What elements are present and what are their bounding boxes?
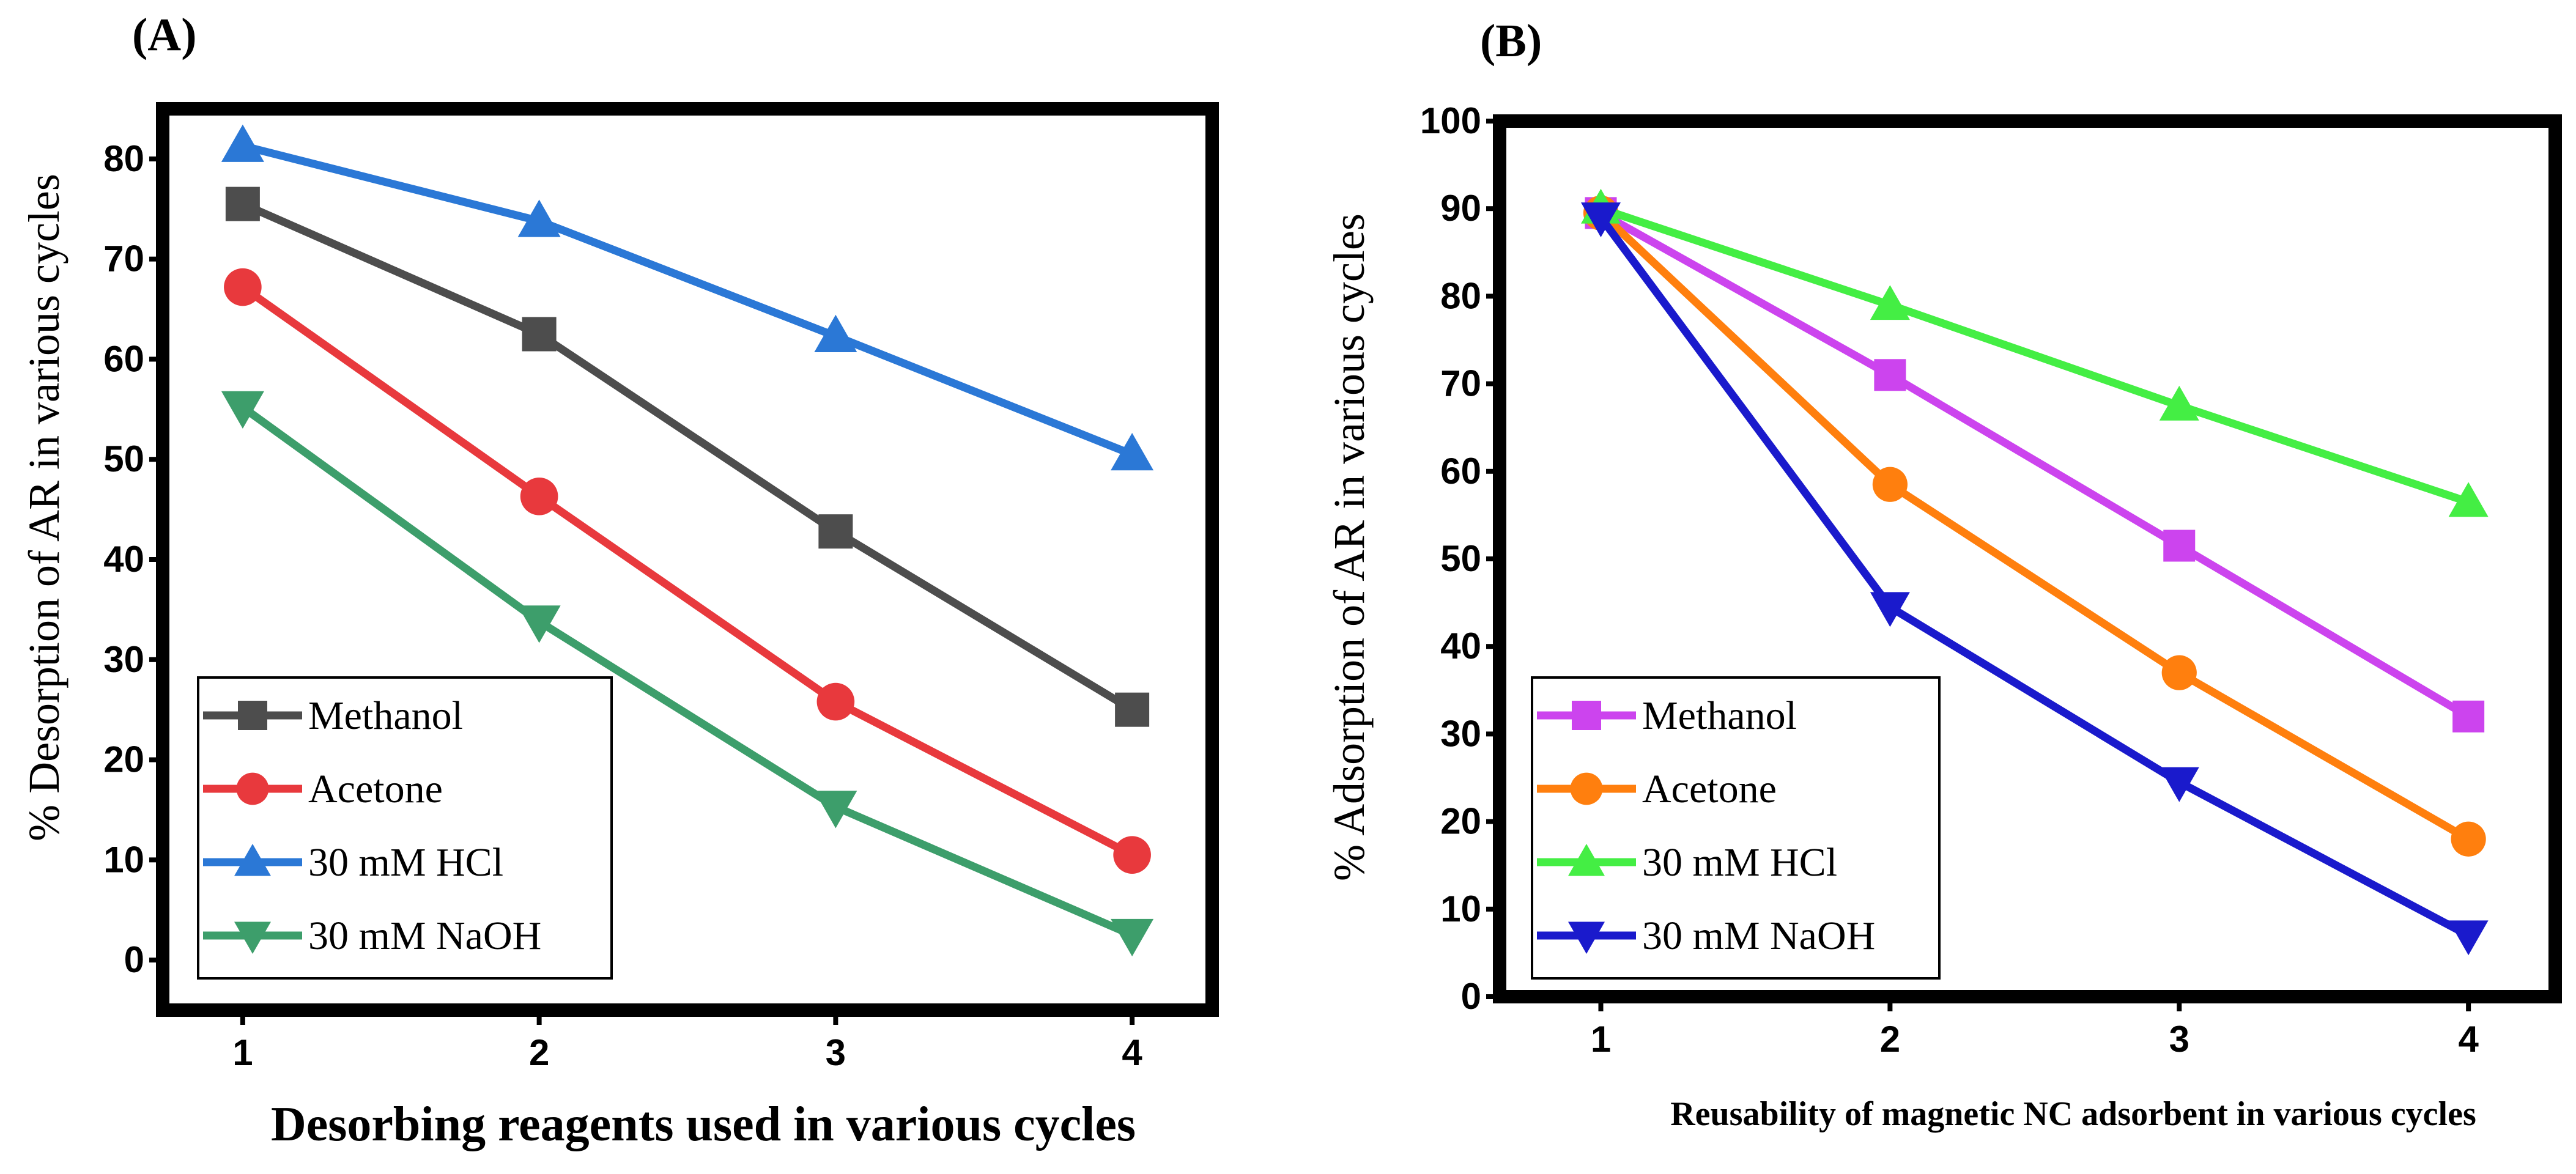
x-tick-label: 1 (232, 1032, 253, 1073)
plot-frame (156, 102, 1219, 1017)
legend-marker-methanol (1572, 701, 1601, 730)
y-tick-label: 60 (103, 338, 144, 379)
data-point-acetone (1113, 836, 1151, 874)
y-tick-label: 20 (1440, 801, 1481, 842)
data-point-methanol (1115, 692, 1150, 727)
y-tick-label: 50 (103, 438, 144, 479)
series-line-30-mm-hcl (242, 142, 1134, 459)
data-point-30-mm-hcl (221, 124, 264, 162)
data-point-30-mm-naoh (517, 605, 561, 643)
series-line-methanol (241, 200, 1134, 714)
y-tick-label: 40 (1440, 626, 1481, 666)
x-tick-label: 1 (1591, 1019, 1611, 1060)
data-point-30-mm-naoh (1111, 918, 1154, 957)
data-point-30-mm-naoh (221, 391, 264, 429)
data-point-30-mm-naoh (2159, 767, 2199, 802)
legend-marker-30-mm-naoh (234, 921, 271, 954)
y-tick-label: 0 (124, 939, 144, 980)
data-point-30-mm-naoh (2448, 920, 2489, 956)
data-point-acetone (224, 268, 262, 306)
data-point-30-mm-hcl (2448, 482, 2489, 517)
y-tick-label: 90 (1440, 188, 1481, 229)
legend-label-acetone: Acetone (308, 767, 443, 811)
data-point-acetone (816, 682, 855, 721)
x-tick-label: 2 (529, 1032, 549, 1073)
data-point-30-mm-hcl (517, 199, 561, 237)
legend-label-acetone: Acetone (1642, 767, 1777, 811)
data-point-acetone (520, 478, 558, 515)
y-tick-label: 0 (1461, 976, 1481, 1017)
chart-b: 0 10 20 30 40 50 60 70 80 90 100 1 2 3 4 Methanol Aceton… (1420, 100, 2562, 1060)
y-tick-label: 70 (1440, 363, 1481, 404)
data-point-acetone (2451, 821, 2486, 857)
y-tick-label: 50 (1440, 538, 1481, 579)
legend-marker-methanol (238, 701, 267, 730)
data-point-30-mm-hcl (2159, 385, 2199, 421)
data-point-methanol (2163, 530, 2196, 562)
y-tick-label: 80 (1440, 275, 1481, 316)
data-point-acetone (2161, 655, 2197, 690)
legend-label-30-mm-naoh: 30 mM NaOH (1642, 914, 1875, 958)
legend-label-30-mm-naoh: 30 mM NaOH (308, 914, 541, 958)
series-line-acetone (240, 284, 1134, 858)
series-line-30-mm-naoh (1597, 215, 2471, 939)
plot-frame (1493, 114, 2562, 1003)
x-tick-label: 2 (1880, 1019, 1900, 1060)
data-point-30-mm-hcl (814, 314, 857, 353)
series-line-acetone (1598, 210, 2471, 843)
legend-marker-30-mm-hcl (234, 844, 271, 876)
data-point-30-mm-naoh (1581, 202, 1621, 238)
data-point-methanol (522, 317, 557, 352)
chart-b-x-axis-title: Reusability of magnetic NC adsorbent in … (1670, 1095, 2476, 1133)
data-point-methanol (818, 514, 853, 549)
panel-a-label: (A) (132, 9, 197, 61)
chart-a: 0 10 20 30 40 50 60 70 80 1 2 3 4 Methanol Acetone 30 m… (103, 102, 1219, 1073)
legend-marker-30-mm-naoh (1568, 921, 1605, 954)
legend-label-30-mm-hcl: 30 mM HCl (308, 840, 503, 885)
series-line-30-mm-hcl (1599, 205, 2470, 506)
y-tick-label: 100 (1420, 100, 1481, 141)
y-tick-label: 10 (103, 839, 144, 880)
data-point-methanol (1874, 359, 1906, 391)
series-line-30-mm-naoh (240, 404, 1134, 939)
data-point-methanol (2452, 700, 2485, 733)
legend-marker-acetone (1570, 772, 1603, 805)
legend-marker-30-mm-hcl (1568, 844, 1605, 876)
legend-label-methanol: Methanol (1642, 693, 1797, 738)
x-tick-label: 3 (2169, 1019, 2189, 1060)
data-point-methanol (225, 186, 260, 221)
x-tick-label: 4 (2458, 1019, 2479, 1060)
legend-marker-acetone (236, 772, 269, 805)
x-tick-label: 4 (1122, 1032, 1142, 1073)
data-point-acetone (1872, 467, 1908, 502)
y-tick-label: 80 (103, 138, 144, 179)
y-tick-label: 20 (103, 739, 144, 780)
legend-label-30-mm-hcl: 30 mM HCl (1642, 840, 1837, 885)
y-tick-label: 70 (103, 238, 144, 279)
y-tick-label: 30 (103, 639, 144, 680)
y-tick-label: 40 (103, 539, 144, 580)
chart-b-y-axis-title: % Adsorption of AR in various cycles (1325, 213, 1374, 881)
chart-a-y-axis-title: % Desorption of AR in various cycles (20, 174, 68, 841)
data-point-30-mm-naoh (1870, 592, 1910, 627)
legend-label-methanol: Methanol (308, 693, 463, 738)
y-tick-label: 10 (1440, 888, 1481, 929)
x-tick-label: 3 (826, 1032, 846, 1073)
y-tick-label: 30 (1440, 713, 1481, 754)
series-line-methanol (1599, 209, 2471, 720)
data-point-30-mm-hcl (1870, 285, 1910, 320)
data-point-30-mm-naoh (814, 791, 857, 829)
chart-a-x-axis-title: Desorbing reagents used in various cycle… (271, 1098, 1136, 1151)
panel-b-label: (B) (1480, 15, 1542, 67)
data-point-30-mm-hcl (1111, 433, 1154, 471)
y-tick-label: 60 (1440, 451, 1481, 492)
